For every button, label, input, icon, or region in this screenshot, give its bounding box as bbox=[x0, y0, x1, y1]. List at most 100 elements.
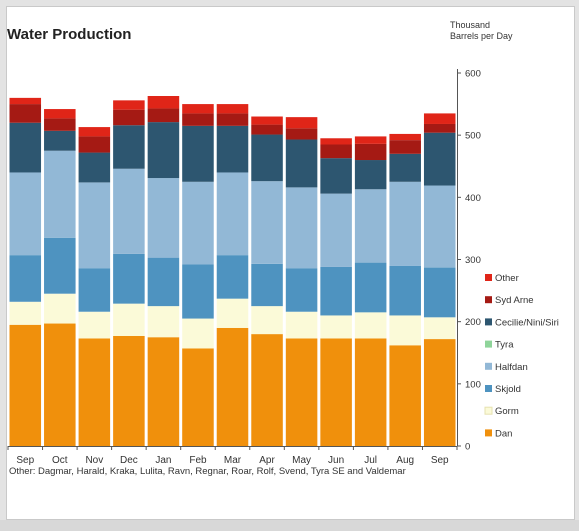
bar-segment-dan-2 bbox=[78, 338, 111, 446]
y-tick-label-500: 500 bbox=[465, 131, 481, 142]
footnote: Other: Dagmar, Harald, Kraka, Lulita, Ra… bbox=[9, 466, 406, 477]
bar-segment-halfdan-8 bbox=[285, 187, 318, 269]
bar-segment-syd-arne-9 bbox=[320, 144, 352, 159]
legend-swatch-syd-arne bbox=[485, 296, 492, 304]
legend-swatch-halfdan bbox=[485, 362, 492, 370]
legend-label-syd-arne: Syd Arne bbox=[495, 295, 534, 306]
bar-segment-skjold-10 bbox=[354, 262, 387, 313]
legend-label-halfdan: Halfdan bbox=[495, 362, 528, 373]
bar-segment-cecilie-nini-siri-8 bbox=[285, 139, 318, 188]
bar-segment-halfdan-12 bbox=[423, 185, 456, 268]
bar-segment-syd-arne-11 bbox=[389, 140, 421, 154]
x-tick-label-9: Jun bbox=[328, 455, 344, 466]
bar-segment-cecilie-nini-siri-7 bbox=[251, 134, 283, 182]
bar-segment-gorm-10 bbox=[354, 312, 387, 339]
bar-segment-other-2 bbox=[78, 127, 111, 137]
x-tick-label-0: Sep bbox=[16, 455, 34, 466]
bar-segment-other-3 bbox=[113, 100, 145, 110]
bar-segment-cecilie-nini-siri-3 bbox=[113, 125, 145, 169]
bar-segment-syd-arne-1 bbox=[44, 118, 76, 131]
unit-line-2: Barrels per Day bbox=[450, 31, 513, 41]
bar-segment-other-9 bbox=[320, 138, 352, 145]
bar-segment-dan-4 bbox=[147, 337, 180, 446]
bar-segment-dan-7 bbox=[251, 334, 283, 446]
legend-swatch-other bbox=[485, 274, 492, 281]
bar-segment-skjold-8 bbox=[285, 268, 318, 312]
bar-segment-cecilie-nini-siri-2 bbox=[78, 152, 111, 183]
x-tick-label-11: Aug bbox=[396, 455, 414, 466]
chart-title: Water Production bbox=[7, 26, 132, 43]
bar-segment-skjold-12 bbox=[423, 267, 456, 318]
bar-segment-syd-arne-3 bbox=[113, 109, 145, 126]
legend-label-cecilie-nini-siri: Cecilie/Nini/Siri bbox=[495, 317, 559, 328]
legend-swatch-gorm bbox=[484, 406, 493, 415]
bar-segment-dan-0 bbox=[9, 324, 42, 446]
bar-segment-skjold-2 bbox=[78, 268, 111, 312]
bar-segment-halfdan-0 bbox=[9, 172, 42, 256]
legend-label-other: Other bbox=[495, 273, 519, 284]
bar-segment-cecilie-nini-siri-10 bbox=[354, 160, 387, 190]
bar-segment-halfdan-2 bbox=[78, 182, 111, 269]
bar-segment-skjold-6 bbox=[216, 255, 249, 299]
bar-segment-other-6 bbox=[216, 104, 249, 114]
bar-segment-syd-arne-7 bbox=[251, 124, 283, 135]
x-tick-label-7: Apr bbox=[259, 455, 275, 466]
bar-segment-cecilie-nini-siri-9 bbox=[320, 158, 352, 194]
bar-segment-dan-5 bbox=[182, 348, 214, 446]
bar-segment-cecilie-nini-siri-5 bbox=[182, 125, 214, 182]
bar-segment-other-4 bbox=[147, 96, 180, 109]
bar-segment-cecilie-nini-siri-0 bbox=[9, 122, 42, 173]
bar-segment-dan-8 bbox=[285, 338, 318, 446]
bar-segment-other-12 bbox=[423, 113, 456, 124]
y-tick-label-0: 0 bbox=[465, 442, 470, 453]
legend-label-gorm: Gorm bbox=[495, 406, 519, 417]
legend-swatch-tyra bbox=[485, 340, 492, 348]
bar-segment-other-1 bbox=[44, 109, 76, 119]
bar-segment-cecilie-nini-siri-1 bbox=[44, 130, 76, 151]
legend: Other Syd Arne Cecilie/Nini/Siri Tyra Halfda… bbox=[484, 273, 559, 439]
bar-segment-gorm-5 bbox=[182, 318, 214, 349]
y-tick-label-300: 300 bbox=[465, 255, 481, 266]
x-tick-label-12: Sep bbox=[431, 455, 449, 466]
bar-segment-skjold-4 bbox=[147, 257, 180, 307]
bar-segment-halfdan-6 bbox=[216, 172, 249, 256]
bar-segment-skjold-7 bbox=[251, 263, 283, 307]
bar-segment-gorm-8 bbox=[285, 311, 318, 339]
bars-group bbox=[9, 96, 456, 446]
bar-segment-syd-arne-8 bbox=[285, 128, 318, 140]
bar-segment-gorm-3 bbox=[113, 303, 145, 336]
bar-segment-halfdan-1 bbox=[44, 150, 76, 238]
y-tick-label-200: 200 bbox=[465, 317, 481, 328]
bar-segment-skjold-0 bbox=[9, 255, 42, 302]
bar-segment-syd-arne-10 bbox=[354, 143, 387, 161]
bar-segment-dan-9 bbox=[320, 338, 352, 446]
bar-segment-syd-arne-5 bbox=[182, 113, 214, 126]
y-tick-label-400: 400 bbox=[465, 193, 481, 204]
x-tick-label-8: May bbox=[292, 455, 311, 466]
bar-segment-halfdan-4 bbox=[147, 178, 180, 258]
bar-segment-halfdan-7 bbox=[251, 181, 283, 264]
bar-segment-cecilie-nini-siri-11 bbox=[389, 153, 421, 182]
bar-segment-dan-3 bbox=[113, 335, 145, 446]
bar-segment-halfdan-5 bbox=[182, 181, 214, 265]
bar-segment-gorm-4 bbox=[147, 306, 180, 338]
x-tick-label-5: Feb bbox=[189, 455, 207, 466]
legend-swatch-skjold bbox=[485, 385, 492, 392]
bar-segment-other-10 bbox=[354, 136, 387, 144]
legend-swatch-dan bbox=[485, 429, 492, 437]
bar-segment-cecilie-nini-siri-12 bbox=[423, 132, 456, 186]
y-axis-unit-label: Thousand Barrels per Day bbox=[450, 20, 513, 42]
bar-segment-cecilie-nini-siri-4 bbox=[147, 122, 180, 179]
bar-segment-halfdan-10 bbox=[354, 189, 387, 263]
bar-segment-dan-11 bbox=[389, 345, 421, 446]
bar-segment-dan-6 bbox=[216, 327, 249, 446]
bar-segment-dan-1 bbox=[44, 323, 76, 446]
x-tick-label-1: Oct bbox=[52, 455, 68, 466]
bottom-strip bbox=[0, 520, 579, 531]
bar-segment-gorm-11 bbox=[389, 315, 421, 346]
bar-segment-halfdan-11 bbox=[389, 181, 421, 266]
x-tick-label-4: Jan bbox=[155, 455, 171, 466]
bar-segment-dan-10 bbox=[354, 338, 387, 446]
y-tick-label-100: 100 bbox=[465, 379, 481, 390]
bar-segment-halfdan-3 bbox=[113, 168, 145, 254]
